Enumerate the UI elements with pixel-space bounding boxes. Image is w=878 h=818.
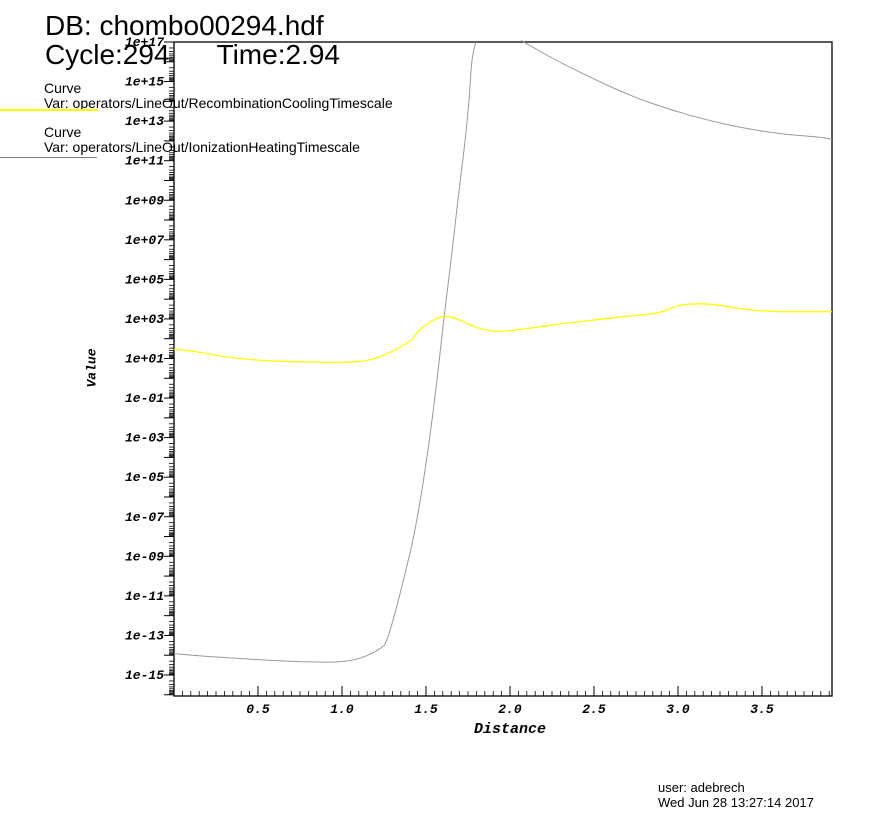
svg-text:2.5: 2.5 (582, 702, 606, 717)
svg-text:1.0: 1.0 (330, 702, 354, 717)
svg-text:1e+01: 1e+01 (125, 352, 164, 367)
svg-text:3.5: 3.5 (750, 702, 774, 717)
svg-text:1e+11: 1e+11 (125, 154, 164, 169)
svg-text:1e-15: 1e-15 (125, 668, 164, 683)
svg-text:1e+15: 1e+15 (125, 75, 164, 90)
svg-text:1e+03: 1e+03 (125, 312, 164, 327)
svg-text:3.0: 3.0 (666, 702, 690, 717)
svg-text:1e-03: 1e-03 (125, 431, 164, 446)
svg-text:1e+17: 1e+17 (125, 35, 164, 50)
svg-text:1e+09: 1e+09 (125, 193, 164, 208)
svg-text:1e+07: 1e+07 (125, 233, 164, 248)
svg-text:Distance: Distance (474, 721, 546, 738)
svg-text:2.0: 2.0 (498, 702, 522, 717)
svg-text:1e-11: 1e-11 (125, 589, 164, 604)
svg-text:1.5: 1.5 (414, 702, 438, 717)
svg-text:Value: Value (84, 348, 99, 387)
svg-text:1e-09: 1e-09 (125, 549, 164, 564)
svg-text:1e-13: 1e-13 (125, 628, 164, 643)
svg-text:1e-01: 1e-01 (125, 391, 164, 406)
svg-text:1e-05: 1e-05 (125, 470, 164, 485)
svg-text:1e+05: 1e+05 (125, 272, 164, 287)
svg-text:1e+13: 1e+13 (125, 114, 164, 129)
svg-text:1e-07: 1e-07 (125, 510, 164, 525)
svg-text:0.5: 0.5 (246, 702, 270, 717)
